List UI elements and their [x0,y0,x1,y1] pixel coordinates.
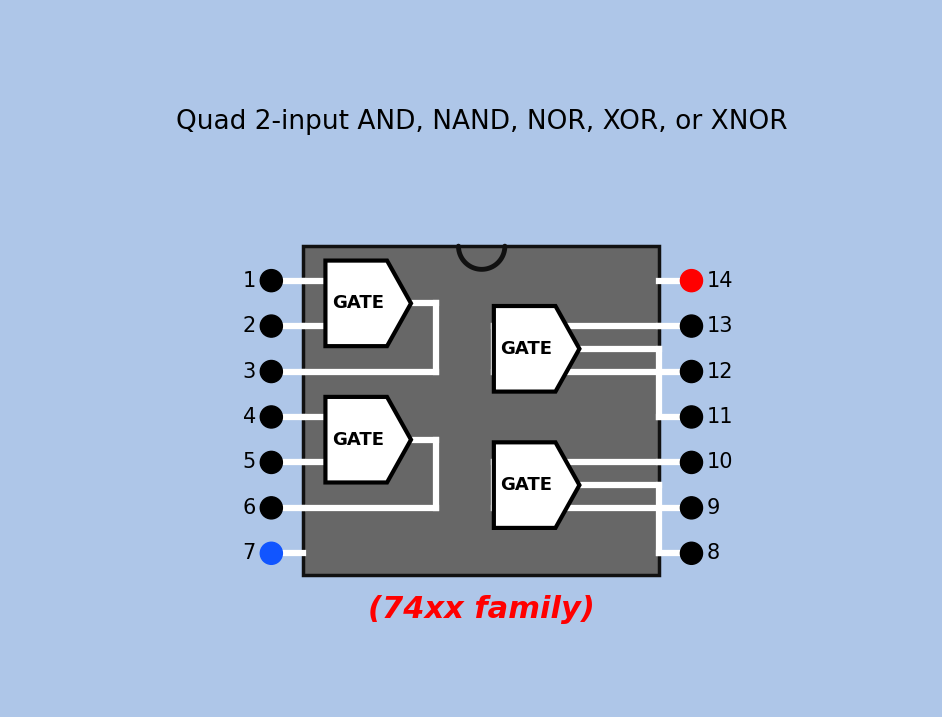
Circle shape [680,452,703,473]
Text: 5: 5 [243,452,256,473]
Circle shape [260,452,283,473]
Polygon shape [325,397,411,483]
Text: 3: 3 [243,361,256,381]
Text: GATE: GATE [500,476,552,494]
Circle shape [680,406,703,428]
Circle shape [260,497,283,519]
Circle shape [680,315,703,337]
Text: GATE: GATE [332,431,384,449]
Text: 2: 2 [243,316,256,336]
Bar [303,246,659,574]
Circle shape [680,542,703,564]
Text: 14: 14 [706,270,734,290]
Circle shape [680,361,703,383]
Polygon shape [494,306,579,391]
Circle shape [260,315,283,337]
Text: Quad 2-input AND, NAND, NOR, XOR, or XNOR: Quad 2-input AND, NAND, NOR, XOR, or XNO… [176,109,788,135]
Text: 7: 7 [243,543,256,564]
Text: 1: 1 [243,270,256,290]
Text: 6: 6 [242,498,256,518]
Text: 12: 12 [706,361,734,381]
Text: 8: 8 [706,543,720,564]
Circle shape [680,497,703,519]
Circle shape [260,406,283,428]
Text: 11: 11 [706,407,734,427]
Text: GATE: GATE [332,295,384,313]
Circle shape [260,361,283,383]
Text: (74xx family): (74xx family) [368,595,595,624]
Circle shape [260,270,283,292]
Text: 9: 9 [706,498,721,518]
Text: 10: 10 [706,452,734,473]
Circle shape [680,270,703,292]
Circle shape [260,542,283,564]
Polygon shape [494,442,579,528]
Text: GATE: GATE [500,340,552,358]
Text: 4: 4 [243,407,256,427]
Text: 13: 13 [706,316,734,336]
Polygon shape [325,260,411,346]
